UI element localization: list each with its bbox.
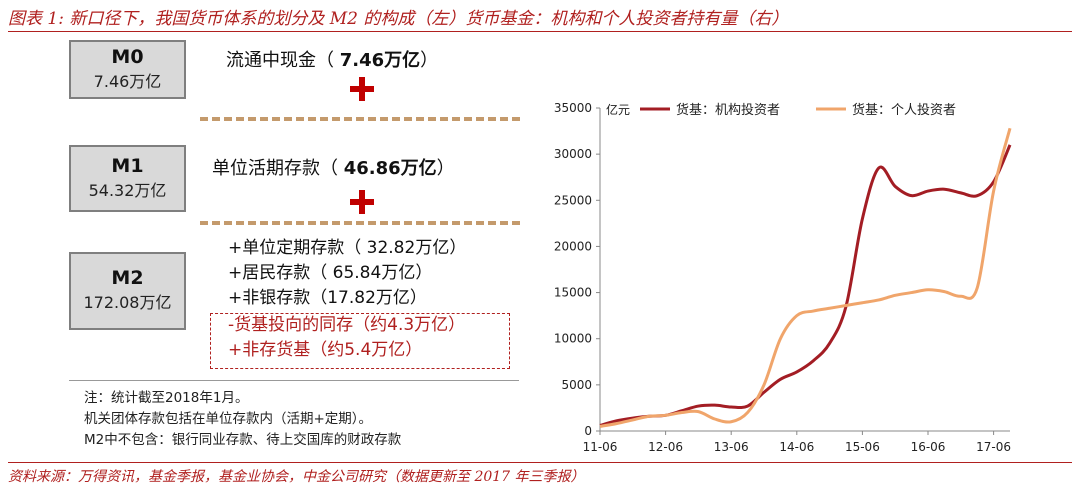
legend: 货基：机构投资者 货基：个人投资者 <box>640 102 956 118</box>
m1-box: M1 54.32万亿 <box>69 145 186 212</box>
series-institutional-line <box>599 144 1012 427</box>
note-line: 机关团体存款包括在单位存款内（活期+定期）。 <box>84 411 373 427</box>
m2-excluded-items: -货基投向的同存（约4.3万亿） +非存货基（约5.4万亿） <box>228 313 465 363</box>
plus-icon <box>350 190 374 214</box>
plus-icon <box>350 77 374 101</box>
excluded-dashed-box <box>210 313 510 369</box>
note-line: 注：统计截至2018年1月。 <box>84 390 249 406</box>
m0-value: 7.46万亿 <box>93 72 162 91</box>
m1-desc-value: 46.86万亿 <box>343 158 437 179</box>
m2-item: +居民存款（ 65.84万亿） <box>228 263 433 283</box>
m2-box: M2 172.08万亿 <box>69 252 186 330</box>
m2-items: +单位定期存款（ 32.82万亿） +居民存款（ 65.84万亿） +非银存款（… <box>228 236 466 311</box>
m2-excluded-item: +非存货基（约5.4万亿） <box>228 340 423 360</box>
x-tick-label: 16-06 <box>911 440 946 454</box>
m0-description: 流通中现金（ 7.46万亿） <box>226 46 438 72</box>
title-rule <box>8 31 1072 32</box>
y-tick-label: 10000 <box>554 332 592 346</box>
source-rule <box>8 462 1072 463</box>
x-tick-label: 14-06 <box>779 440 814 454</box>
y-tick-label: 5000 <box>561 378 592 392</box>
x-tick-label: 13-06 <box>714 440 749 454</box>
m2-excluded-item: -货基投向的同存（约4.3万亿） <box>228 315 466 335</box>
m1-value: 54.32万亿 <box>88 181 167 200</box>
m2-item: +单位定期存款（ 32.82万亿） <box>228 238 467 258</box>
y-tick-label: 0 <box>584 424 592 438</box>
y-tick-label: 15000 <box>554 286 592 300</box>
series-individual-line <box>599 127 1012 428</box>
m0-desc-text: 流通中现金（ <box>226 50 340 71</box>
y-tick-label: 20000 <box>554 239 592 253</box>
m2-value: 172.08万亿 <box>83 293 172 312</box>
m2-label: M2 <box>111 267 144 289</box>
legend-label: 货基：机构投资者 <box>676 102 780 118</box>
x-tick-label: 12-06 <box>648 440 683 454</box>
series-lines <box>599 127 1012 428</box>
y-tick-label: 35000 <box>554 101 592 115</box>
m0-box: M0 7.46万亿 <box>69 40 186 99</box>
y-tick-label: 25000 <box>554 193 592 207</box>
m0-desc-value: 7.46万亿 <box>339 50 421 71</box>
y-tick-label: 30000 <box>554 147 592 161</box>
notes: 注：统计截至2018年1月。 机关团体存款包括在单位存款内（活期+定期）。 M2… <box>84 388 401 451</box>
x-tick-label: 15-06 <box>845 440 880 454</box>
y-axis-label: 亿元 <box>606 102 630 117</box>
m0-label: M0 <box>111 46 144 68</box>
m1-label: M1 <box>111 155 144 177</box>
dashed-divider <box>200 117 520 121</box>
x-axis: 11-06 12-06 13-06 14-06 15-06 16-06 17-06 <box>583 430 1011 454</box>
x-tick-label: 17-06 <box>976 440 1011 454</box>
dashed-divider <box>200 221 520 225</box>
money-fund-holdings-chart: 0 5000 10000 15000 20000 25000 30000 35000 11-0… <box>554 101 1012 454</box>
m1-description: 单位活期存款（ 46.86万亿） <box>212 154 455 180</box>
y-axis: 0 5000 10000 15000 20000 25000 30000 35000 <box>554 101 601 438</box>
m1-desc-text: 单位活期存款（ <box>212 158 344 179</box>
x-tick-label: 11-06 <box>583 440 618 454</box>
figure-title: 图表 1: 新口径下，我国货币体系的划分及 M2 的构成（左）货币基金：机构和个… <box>8 9 789 29</box>
notes-rule <box>69 380 519 381</box>
note-line: M2中不包含：银行同业存款、待上交国库的财政存款 <box>84 432 402 448</box>
legend-label: 货基：个人投资者 <box>852 102 956 118</box>
m2-item: +非银存款（17.82万亿） <box>228 288 427 308</box>
m1-desc-end: ） <box>436 158 455 179</box>
m0-desc-end: ） <box>420 50 439 71</box>
source-note: 资料来源：万得资讯，基金季报，基金业协会，中金公司研究（数据更新至 2017 年… <box>8 469 585 485</box>
